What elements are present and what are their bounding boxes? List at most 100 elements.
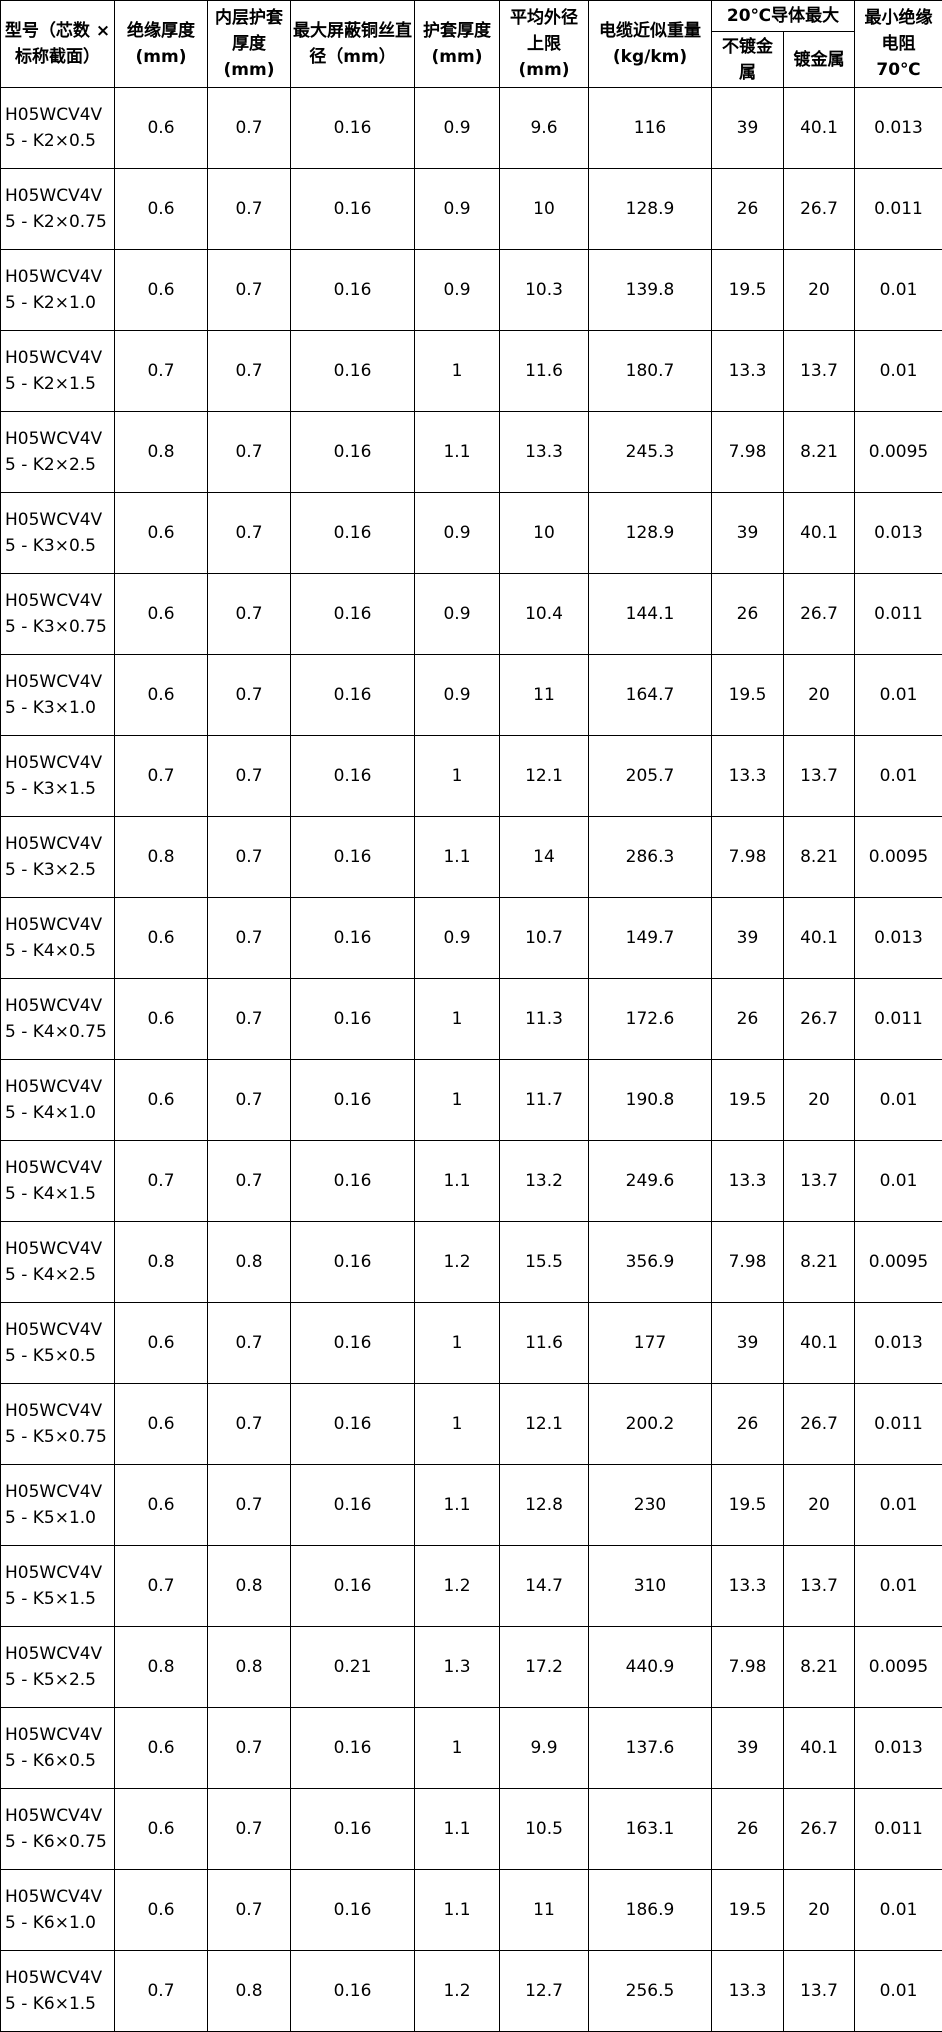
value-cell: 0.01 [855, 1465, 942, 1546]
value-cell: 0.6 [115, 979, 208, 1060]
value-cell: 0.16 [291, 331, 415, 412]
value-cell: 230 [589, 1465, 712, 1546]
value-cell: 10.4 [500, 574, 589, 655]
value-cell: 0.0095 [855, 817, 942, 898]
value-cell: 0.01 [855, 655, 942, 736]
value-cell: 40.1 [784, 898, 855, 979]
value-cell: 0.8 [208, 1951, 291, 2032]
value-cell: 39 [712, 898, 784, 979]
model-cell: H05WCV4V 5 - K3×1.5 [1, 736, 115, 817]
value-cell: 13.3 [712, 1951, 784, 2032]
value-cell: 12.8 [500, 1465, 589, 1546]
value-cell: 249.6 [589, 1141, 712, 1222]
value-cell: 0.7 [208, 898, 291, 979]
value-cell: 0.21 [291, 1627, 415, 1708]
value-cell: 0.7 [208, 1708, 291, 1789]
value-cell: 0.7 [115, 1951, 208, 2032]
value-cell: 13.7 [784, 1546, 855, 1627]
model-cell: H05WCV4V 5 - K2×1.5 [1, 331, 115, 412]
value-cell: 0.7 [208, 817, 291, 898]
value-cell: 0.6 [115, 1708, 208, 1789]
value-cell: 0.7 [208, 1870, 291, 1951]
value-cell: 116 [589, 88, 712, 169]
value-cell: 0.16 [291, 493, 415, 574]
value-cell: 0.9 [415, 169, 500, 250]
value-cell: 0.8 [115, 1222, 208, 1303]
value-cell: 20 [784, 655, 855, 736]
value-cell: 13.3 [500, 412, 589, 493]
value-cell: 26.7 [784, 1384, 855, 1465]
value-cell: 0.013 [855, 1708, 942, 1789]
value-cell: 0.16 [291, 574, 415, 655]
value-cell: 0.6 [115, 1789, 208, 1870]
value-cell: 0.01 [855, 1141, 942, 1222]
value-cell: 200.2 [589, 1384, 712, 1465]
value-cell: 0.16 [291, 1951, 415, 2032]
value-cell: 128.9 [589, 493, 712, 574]
header-conductor-group: 20℃导体最大 [712, 1, 855, 32]
value-cell: 0.16 [291, 88, 415, 169]
value-cell: 14 [500, 817, 589, 898]
value-cell: 1 [415, 736, 500, 817]
model-cell: H05WCV4V 5 - K5×0.75 [1, 1384, 115, 1465]
model-cell: H05WCV4V 5 - K2×1.0 [1, 250, 115, 331]
value-cell: 0.9 [415, 493, 500, 574]
value-cell: 0.16 [291, 169, 415, 250]
value-cell: 1 [415, 1303, 500, 1384]
value-cell: 8.21 [784, 1222, 855, 1303]
value-cell: 39 [712, 1303, 784, 1384]
value-cell: 1.1 [415, 1141, 500, 1222]
value-cell: 0.7 [208, 88, 291, 169]
value-cell: 0.6 [115, 88, 208, 169]
value-cell: 0.01 [855, 1951, 942, 2032]
value-cell: 13.7 [784, 331, 855, 412]
value-cell: 172.6 [589, 979, 712, 1060]
value-cell: 0.011 [855, 1789, 942, 1870]
value-cell: 0.16 [291, 412, 415, 493]
value-cell: 0.013 [855, 1303, 942, 1384]
value-cell: 0.16 [291, 979, 415, 1060]
value-cell: 26 [712, 169, 784, 250]
value-cell: 139.8 [589, 250, 712, 331]
value-cell: 144.1 [589, 574, 712, 655]
header-shield-wire: 最大屏蔽铜丝直径（mm） [291, 1, 415, 88]
value-cell: 1.3 [415, 1627, 500, 1708]
header-plated: 镀金属 [784, 32, 855, 88]
value-cell: 0.16 [291, 1789, 415, 1870]
value-cell: 1 [415, 331, 500, 412]
value-cell: 0.6 [115, 1060, 208, 1141]
value-cell: 0.16 [291, 1384, 415, 1465]
value-cell: 0.01 [855, 1546, 942, 1627]
value-cell: 13.3 [712, 331, 784, 412]
value-cell: 164.7 [589, 655, 712, 736]
value-cell: 11 [500, 1870, 589, 1951]
value-cell: 0.8 [208, 1222, 291, 1303]
value-cell: 177 [589, 1303, 712, 1384]
value-cell: 0.9 [415, 655, 500, 736]
value-cell: 137.6 [589, 1708, 712, 1789]
model-cell: H05WCV4V 5 - K3×1.0 [1, 655, 115, 736]
value-cell: 14.7 [500, 1546, 589, 1627]
value-cell: 26 [712, 574, 784, 655]
value-cell: 8.21 [784, 817, 855, 898]
value-cell: 8.21 [784, 412, 855, 493]
model-cell: H05WCV4V 5 - K5×1.0 [1, 1465, 115, 1546]
value-cell: 12.1 [500, 736, 589, 817]
value-cell: 39 [712, 1708, 784, 1789]
value-cell: 1 [415, 979, 500, 1060]
value-cell: 40.1 [784, 493, 855, 574]
value-cell: 0.7 [208, 979, 291, 1060]
value-cell: 0.7 [208, 1141, 291, 1222]
value-cell: 0.7 [208, 1465, 291, 1546]
header-plain: 不镀金属 [712, 32, 784, 88]
